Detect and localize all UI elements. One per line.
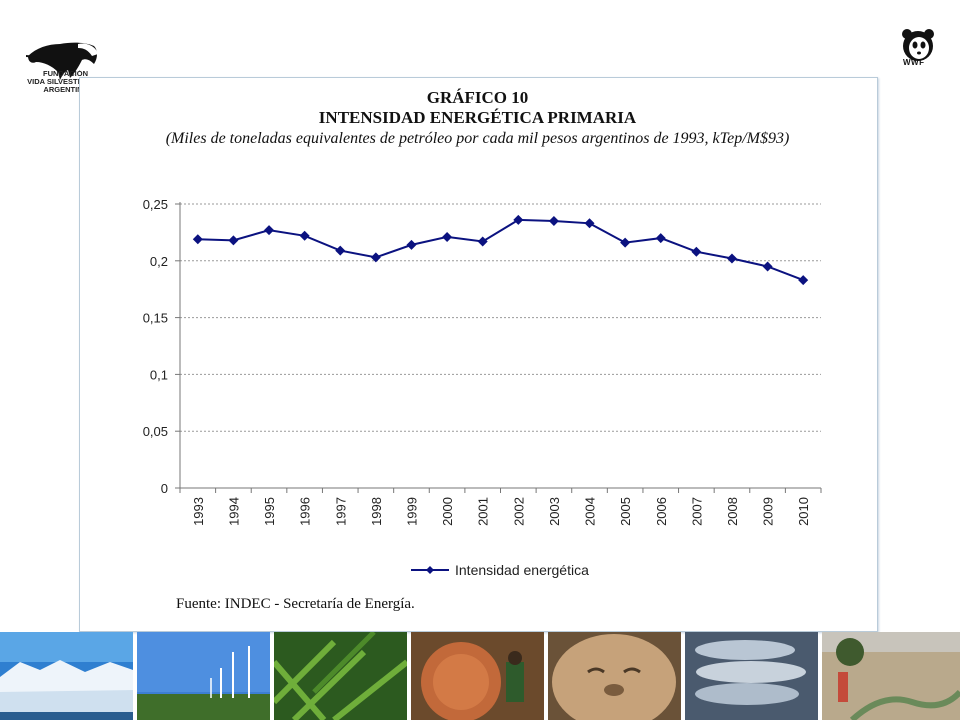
x-tick-label: 1998 — [369, 497, 384, 526]
x-tick-label: 2005 — [618, 497, 633, 526]
chart-title-number: GRÁFICO 10 — [426, 88, 529, 107]
source-note: Fuente: INDEC - Secretaría de Energía. — [176, 596, 415, 612]
anteater-icon — [25, 42, 98, 80]
x-tick-label: 2003 — [547, 497, 562, 526]
fva-line-1: FUNDACIÓN — [43, 70, 88, 78]
data-point — [299, 230, 310, 241]
x-tick-label: 2000 — [440, 497, 455, 526]
series-line — [197, 218, 804, 282]
data-point — [228, 235, 239, 246]
y-tick-label: 0,15 — [143, 311, 168, 326]
data-point — [513, 214, 524, 225]
x-tick-label: 2004 — [583, 497, 598, 526]
data-point — [762, 261, 773, 272]
ferns-photo — [274, 632, 407, 720]
data-point — [584, 218, 595, 229]
x-tick-label: 1993 — [191, 497, 206, 526]
data-point — [726, 253, 737, 264]
legend-marker — [426, 566, 434, 574]
x-tick-label: 2002 — [511, 497, 526, 526]
y-tick-label: 0,25 — [143, 197, 168, 212]
data-point — [370, 252, 381, 263]
logging-photo — [411, 632, 544, 720]
x-tick-label: 1994 — [226, 497, 241, 526]
chart-panel — [79, 77, 878, 632]
fva-line-3: ARGENTINA — [43, 85, 88, 94]
fish-photo — [685, 632, 818, 720]
fva-logo-text: FUNDACIÓN VIDA SILVESTRE ARGENTINA — [22, 70, 88, 94]
x-tick-label: 1996 — [298, 497, 313, 526]
chart-subtitle: (Miles de toneladas equivalentes de petr… — [165, 130, 790, 147]
x-tick-label: 2001 — [476, 497, 491, 526]
data-point — [406, 239, 417, 250]
data-point — [691, 246, 702, 257]
x-tick-label: 1999 — [404, 497, 419, 526]
chart-title-block: GRÁFICO 10 INTENSIDAD ENERGÉTICA PRIMARI… — [79, 88, 876, 150]
data-point — [442, 231, 453, 242]
fva-line-2: VIDA SILVESTRE — [27, 77, 88, 86]
data-point — [192, 234, 203, 245]
y-tick-label: 0,05 — [143, 424, 168, 439]
data-point — [548, 216, 559, 227]
x-tick-label: 1995 — [262, 497, 277, 526]
x-tick-label: 2006 — [654, 497, 669, 526]
panda-icon — [902, 29, 934, 61]
wwf-logo-text: WWF — [903, 58, 925, 67]
seal-photo — [548, 632, 681, 720]
photo-strip — [0, 632, 960, 720]
x-tick-label: 2008 — [725, 497, 740, 526]
x-tick-label: 2010 — [796, 497, 811, 526]
y-tick-label: 0,1 — [150, 367, 168, 382]
y-tick-label: 0,2 — [150, 254, 168, 269]
chart-title: INTENSIDAD ENERGÉTICA PRIMARIA — [318, 108, 637, 127]
data-point — [798, 275, 809, 286]
glacier-photo — [0, 632, 133, 720]
x-tick-label: 2007 — [689, 497, 704, 526]
wind-turbines-photo — [137, 632, 270, 720]
x-tick-label: 2009 — [761, 497, 776, 526]
data-point — [264, 225, 275, 236]
y-tick-label: 0 — [161, 481, 168, 496]
data-point — [477, 236, 488, 247]
legend-label: Intensidad energética — [455, 562, 589, 578]
data-point — [620, 237, 631, 248]
x-tick-label: 1997 — [333, 497, 348, 526]
line-chart: 0 0,05 0,1 0,15 0,2 0,25 1993 1994 1995 1996 1997 1… — [143, 197, 822, 578]
arid-landscape-photo — [822, 632, 960, 720]
data-point — [655, 233, 666, 244]
data-point — [335, 245, 346, 256]
